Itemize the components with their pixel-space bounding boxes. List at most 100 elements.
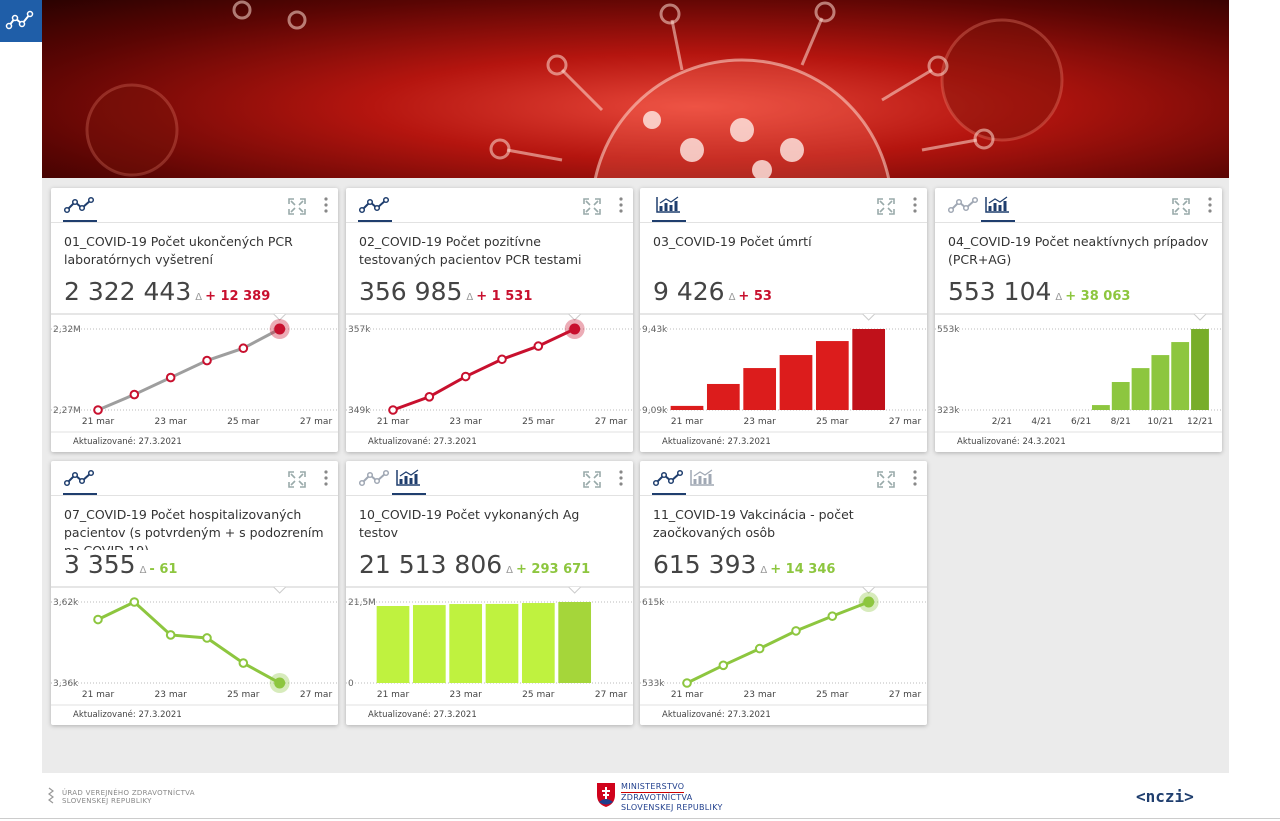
chart: 323k 553k 2/21 4/21 6/21 8/21 10/21 12/21 Aktual… — [935, 313, 1222, 447]
menu-button[interactable] — [619, 197, 623, 213]
updated-label: Aktualizované: 27.3.2021 — [368, 709, 477, 720]
tab-icon-dot — [71, 471, 79, 479]
nav-button[interactable] — [0, 0, 42, 42]
card-toolbar — [652, 196, 917, 222]
tab-icon-bar — [693, 479, 697, 484]
card-title: 10_COVID-19 Počet vykonaných Ag testov — [359, 507, 580, 540]
card: 02_COVID-19 Počet pozitívne testovaných … — [346, 188, 633, 452]
expand-button[interactable] — [583, 471, 601, 488]
menu-dot — [1208, 209, 1212, 213]
tab-icon — [361, 472, 387, 484]
tab-icon-dot — [373, 204, 381, 212]
card: 11_COVID-19 Vakcinácia - počet zaočkovan… — [640, 461, 927, 725]
card: 10_COVID-19 Počet vykonaných Ag testov 21… — [346, 461, 633, 725]
ministry-crest — [597, 783, 615, 807]
tab-icon-dot — [78, 204, 86, 212]
menu-dot — [619, 482, 623, 486]
delta-symbol: Δ — [466, 292, 474, 303]
card: 04_COVID-19 Počet neaktívnych prípadov (… — [935, 188, 1222, 452]
tab-icon-dot — [63, 479, 71, 487]
tab-bar[interactable] — [690, 469, 714, 486]
tab-bar[interactable] — [652, 196, 686, 222]
tab-bar[interactable] — [981, 196, 1015, 222]
card-value-row: 2 322 443 Δ + 12 389 — [64, 277, 277, 306]
menu-button[interactable] — [324, 197, 328, 213]
updated-label: Aktualizované: 27.3.2021 — [73, 709, 182, 720]
tab-line[interactable] — [63, 469, 97, 495]
tab-icon-dot — [87, 196, 95, 204]
card-toolbar — [652, 469, 917, 495]
card-header — [51, 188, 338, 223]
line — [686, 600, 870, 685]
tab-line[interactable] — [63, 196, 97, 222]
tab-icon-bar — [669, 205, 673, 211]
expand-button[interactable] — [877, 471, 895, 488]
ministry-line: SLOVENSKEJ REPUBLIKY — [621, 803, 723, 812]
chart: 533k 615k 21 mar 23 mar 25 mar 27 mar Aktualiz… — [640, 586, 927, 720]
x-tick-label: 10/21 — [1147, 417, 1173, 427]
tab-bar[interactable] — [392, 469, 426, 495]
tab-line[interactable] — [652, 469, 686, 495]
tab-icon — [985, 197, 1009, 213]
delta-value: + 14 346 — [770, 562, 836, 577]
delta-symbol: Δ — [728, 292, 736, 303]
card-header — [51, 461, 338, 496]
tab-line[interactable] — [358, 196, 392, 222]
tab-icon — [396, 470, 420, 486]
tab-icon — [988, 196, 1008, 204]
menu-button[interactable] — [1208, 197, 1212, 213]
bar — [852, 329, 886, 410]
x-tick-label: 27 mar — [595, 690, 628, 700]
tab-icon-bar — [1003, 201, 1007, 211]
tab-icon-dot — [358, 206, 366, 214]
x-tick-label: 8/21 — [1111, 417, 1131, 427]
tab-icon — [399, 469, 419, 477]
card-value-row: 9 426 Δ + 53 — [653, 277, 778, 306]
card-header — [640, 188, 927, 223]
bar — [815, 341, 849, 410]
expand-button[interactable] — [1172, 198, 1190, 215]
x-tick-label: 21 mar — [377, 417, 410, 427]
x-tick-label: 21 mar — [82, 690, 115, 700]
tab-icon-dot — [667, 477, 675, 485]
menu-button[interactable] — [913, 470, 917, 486]
tab-icon-bar — [674, 201, 678, 211]
menu-button[interactable] — [619, 470, 623, 486]
tab-icon — [655, 472, 681, 484]
menu-dot — [913, 197, 917, 201]
card: 01_COVID-19 Počet ukončených PCR laborat… — [51, 188, 338, 452]
card-value-row: 356 985 Δ + 1 531 — [359, 277, 539, 306]
tab-icon-dot — [971, 196, 979, 204]
line — [97, 327, 281, 412]
menu-dot — [324, 197, 328, 201]
point — [827, 611, 838, 621]
card-value: 356 985 — [359, 277, 463, 306]
tab-icon-bar — [414, 474, 418, 484]
expand-button[interactable] — [288, 471, 306, 488]
expand-icon — [583, 198, 601, 215]
x-tick-label: 23 mar — [155, 690, 188, 700]
tab-icon-bar — [708, 474, 712, 484]
x-tick-label: 25 mar — [522, 417, 555, 427]
tab-line[interactable] — [947, 196, 979, 214]
banner — [42, 0, 1229, 178]
uvz-mark — [48, 787, 54, 804]
expand-button[interactable] — [877, 198, 895, 215]
expand-button[interactable] — [288, 198, 306, 215]
y-tick-label: 357k — [348, 325, 371, 335]
y-tick-label: 9,09k — [642, 406, 668, 416]
card-toolbar — [947, 196, 1212, 222]
point — [165, 630, 176, 640]
x-tick-label: 23 mar — [450, 417, 483, 427]
point — [569, 323, 581, 335]
bar — [1151, 355, 1170, 410]
expand-icon — [288, 471, 306, 488]
menu-button[interactable] — [324, 470, 328, 486]
bar — [1091, 405, 1110, 410]
tab-icon-bar — [659, 206, 663, 211]
expand-button[interactable] — [583, 198, 601, 215]
bar — [521, 603, 555, 683]
menu-button[interactable] — [913, 197, 917, 213]
tab-line[interactable] — [358, 469, 390, 487]
